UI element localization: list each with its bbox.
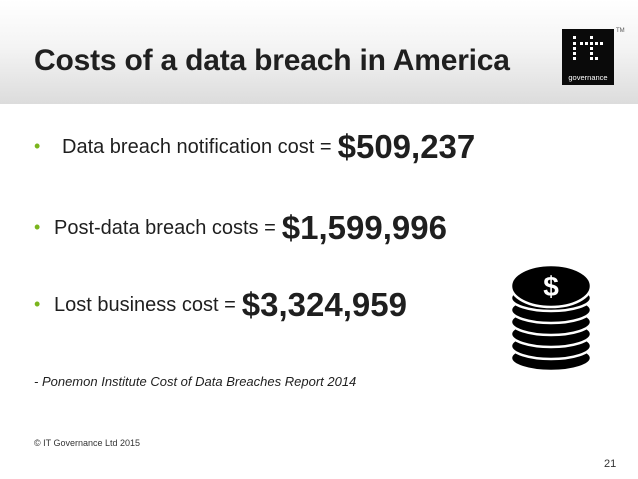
svg-text:$: $ — [543, 271, 559, 302]
it-governance-logo: governance — [562, 29, 614, 85]
dollar-coin-stack-icon: $ — [509, 263, 593, 373]
page-number: 21 — [604, 458, 617, 470]
bullet-amount: $509,237 — [337, 128, 476, 165]
source-citation: - Ponemon Institute Cost of Data Breache… — [34, 374, 357, 389]
trademark-mark: TM — [616, 28, 625, 34]
bullet-label: Data breach notification cost = — [62, 135, 332, 158]
bullet-label: Lost business cost = — [54, 293, 236, 316]
bullet-notification-cost: • Data breach notification cost = $509,2… — [34, 128, 475, 166]
bullet-dot-icon: • — [34, 294, 41, 314]
bullet-amount: $1,599,996 — [281, 209, 447, 246]
bullet-dot-icon: • — [34, 136, 41, 156]
bullet-dot-icon: • — [34, 217, 41, 237]
slide-title: Costs of a data breach in America — [34, 44, 510, 77]
bullet-amount: $3,324,959 — [241, 286, 407, 323]
bullet-lost-business-cost: • Lost business cost = $3,324,959 — [34, 286, 407, 324]
logo-dot-pattern-icon — [573, 36, 603, 60]
slide-header — [0, 0, 638, 104]
logo-text: governance — [568, 73, 608, 82]
bullet-post-breach-costs: • Post-data breach costs = $1,599,996 — [34, 209, 447, 247]
copyright-footer: © IT Governance Ltd 2015 — [34, 438, 141, 448]
bullet-label: Post-data breach costs = — [54, 216, 276, 239]
